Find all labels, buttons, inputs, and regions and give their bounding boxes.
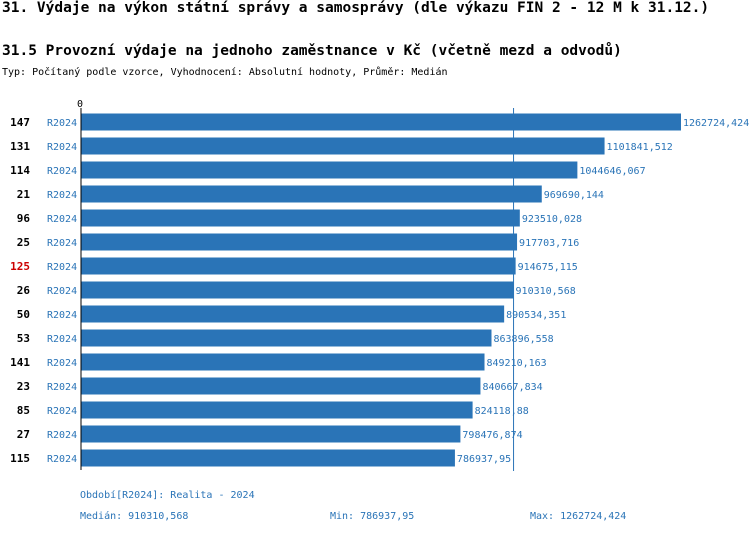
bar <box>81 161 578 179</box>
period-label: R2024 <box>47 454 77 465</box>
row-id-label: 50 <box>17 308 30 321</box>
row-id-label: 25 <box>17 236 30 249</box>
period-label: R2024 <box>47 238 77 249</box>
period-legend: Období[R2024]: Realita - 2024 <box>80 490 255 501</box>
value-label: 914675,115 <box>518 262 578 273</box>
bar <box>81 329 492 347</box>
min-summary: Min: 786937,95 <box>330 511 415 522</box>
period-label: R2024 <box>47 214 77 225</box>
bar <box>81 377 481 395</box>
bar <box>81 233 518 251</box>
period-label: R2024 <box>47 166 77 177</box>
axis-zero-label: 0 <box>77 99 83 110</box>
value-label: 910310,568 <box>516 286 576 297</box>
row-id-label: 125 <box>10 260 30 273</box>
period-label: R2024 <box>47 430 77 441</box>
row-id-label: 23 <box>17 380 30 393</box>
value-label: 798476,874 <box>462 430 522 441</box>
row-id-label: 131 <box>10 140 30 153</box>
value-label: 849210,163 <box>487 358 547 369</box>
value-label: 917703,716 <box>519 238 579 249</box>
bar <box>81 353 485 371</box>
row-id-label: 147 <box>10 116 30 129</box>
value-label: 923510,028 <box>522 214 582 225</box>
row-id-label: 96 <box>17 212 31 225</box>
bar <box>81 449 455 467</box>
value-label: 890534,351 <box>506 310 566 321</box>
value-label: 863896,558 <box>493 334 553 345</box>
row-id-label: 53 <box>17 332 30 345</box>
median-summary: Medián: 910310,568 <box>80 511 189 522</box>
page-title: 31. Výdaje na výkon státní správy a samo… <box>2 0 710 16</box>
period-label: R2024 <box>47 406 77 417</box>
period-label: R2024 <box>47 118 77 129</box>
period-label: R2024 <box>47 262 77 273</box>
period-label: R2024 <box>47 382 77 393</box>
bar <box>81 281 514 299</box>
period-label: R2024 <box>47 310 77 321</box>
value-label: 824118,88 <box>475 406 529 417</box>
row-id-label: 21 <box>17 188 31 201</box>
period-label: R2024 <box>47 286 77 297</box>
period-label: R2024 <box>47 358 77 369</box>
bar <box>81 305 505 323</box>
bar <box>81 257 516 275</box>
value-label: 969690,144 <box>544 190 604 201</box>
value-label: 1044646,067 <box>579 166 645 177</box>
period-label: R2024 <box>47 334 77 345</box>
bar <box>81 185 542 203</box>
bar <box>81 401 473 419</box>
max-summary: Max: 1262724,424 <box>530 511 627 522</box>
chart-subtitle: 31.5 Provozní výdaje na jednoho zaměstna… <box>2 43 622 59</box>
value-label: 1262724,424 <box>683 118 749 129</box>
row-id-label: 85 <box>17 404 30 417</box>
bar <box>81 209 520 227</box>
period-label: R2024 <box>47 190 77 201</box>
value-label: 1101841,512 <box>607 142 673 153</box>
row-id-label: 26 <box>17 284 31 297</box>
bar <box>81 137 605 155</box>
bar <box>81 425 461 443</box>
value-label: 786937,95 <box>457 454 511 465</box>
period-label: R2024 <box>47 142 77 153</box>
bar <box>81 113 681 131</box>
row-id-label: 27 <box>17 428 30 441</box>
row-id-label: 114 <box>10 164 30 177</box>
value-label: 840667,834 <box>482 382 542 393</box>
chart-type-line: Typ: Počítaný podle vzorce, Vyhodnocení:… <box>2 67 448 78</box>
row-id-label: 115 <box>10 452 30 465</box>
row-id-label: 141 <box>10 356 30 369</box>
